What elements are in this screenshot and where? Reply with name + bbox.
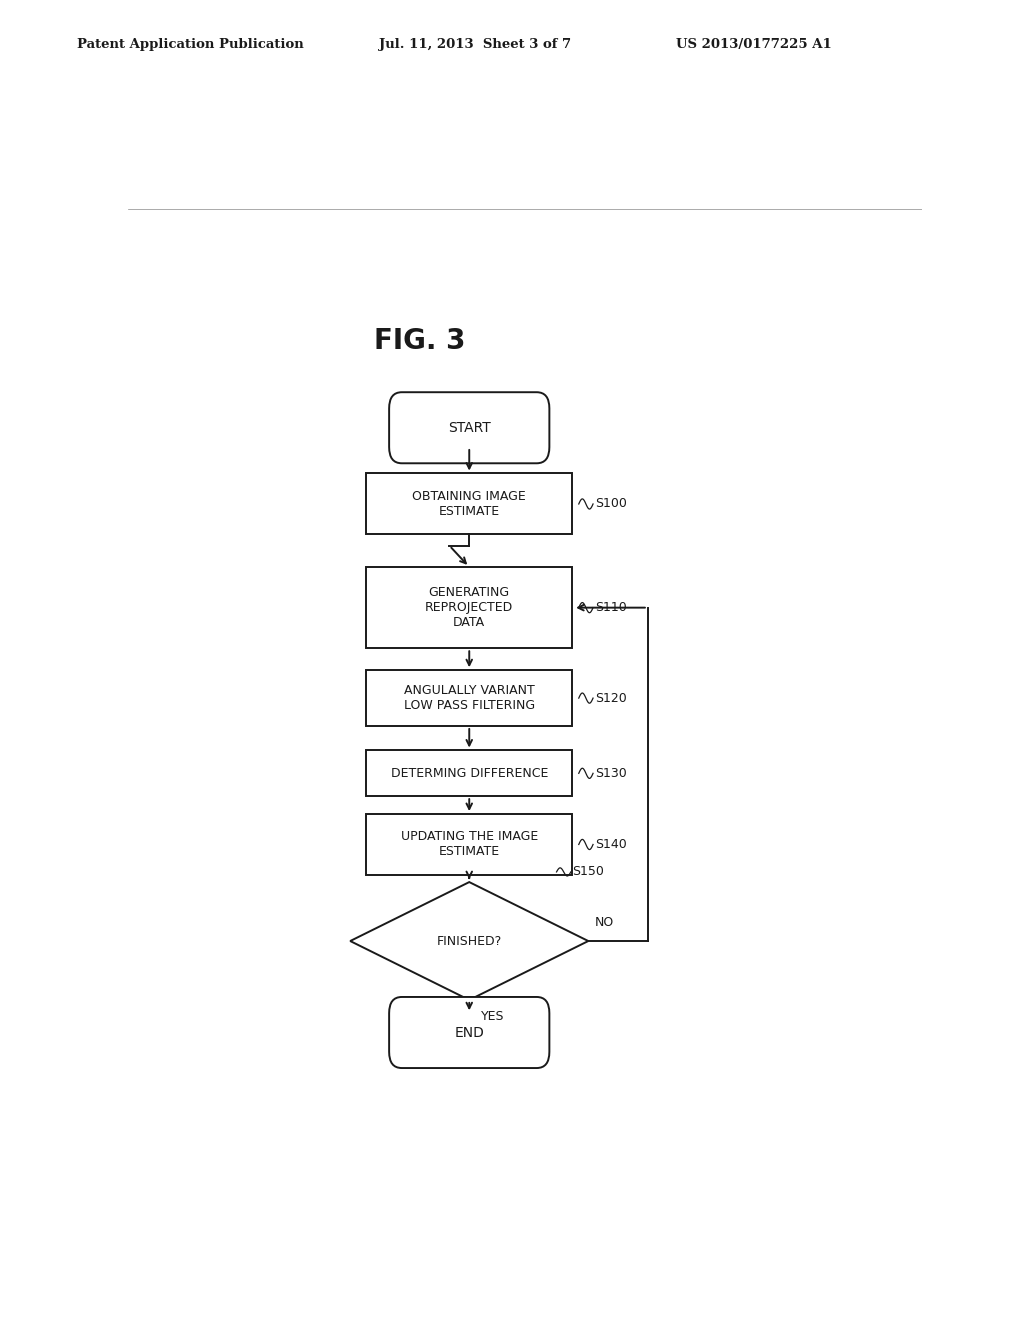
Text: S100: S100 bbox=[595, 498, 627, 511]
Text: DETERMING DIFFERENCE: DETERMING DIFFERENCE bbox=[390, 767, 548, 780]
Text: ANGULALLY VARIANT
LOW PASS FILTERING: ANGULALLY VARIANT LOW PASS FILTERING bbox=[403, 684, 535, 711]
Bar bbox=[367, 751, 572, 796]
FancyBboxPatch shape bbox=[389, 997, 549, 1068]
Text: S110: S110 bbox=[595, 601, 627, 614]
Text: YES: YES bbox=[481, 1010, 505, 1023]
Text: UPDATING THE IMAGE
ESTIMATE: UPDATING THE IMAGE ESTIMATE bbox=[400, 830, 538, 858]
Bar bbox=[367, 568, 572, 648]
FancyBboxPatch shape bbox=[389, 392, 549, 463]
Text: OBTAINING IMAGE
ESTIMATE: OBTAINING IMAGE ESTIMATE bbox=[413, 490, 526, 517]
Text: START: START bbox=[447, 421, 490, 434]
Bar bbox=[367, 474, 572, 535]
Text: S150: S150 bbox=[572, 866, 604, 878]
Text: S140: S140 bbox=[595, 838, 627, 851]
Text: GENERATING
REPROJECTED
DATA: GENERATING REPROJECTED DATA bbox=[425, 586, 513, 630]
Text: S130: S130 bbox=[595, 767, 627, 780]
Text: S120: S120 bbox=[595, 692, 627, 705]
Polygon shape bbox=[350, 882, 588, 1001]
Bar bbox=[367, 814, 572, 875]
Text: FIG. 3: FIG. 3 bbox=[374, 327, 466, 355]
Text: END: END bbox=[455, 1026, 484, 1040]
Text: Jul. 11, 2013  Sheet 3 of 7: Jul. 11, 2013 Sheet 3 of 7 bbox=[379, 37, 571, 50]
Text: US 2013/0177225 A1: US 2013/0177225 A1 bbox=[676, 37, 831, 50]
Text: Patent Application Publication: Patent Application Publication bbox=[77, 37, 303, 50]
Text: FINISHED?: FINISHED? bbox=[436, 935, 502, 948]
Text: NO: NO bbox=[595, 916, 613, 929]
Bar bbox=[367, 671, 572, 726]
